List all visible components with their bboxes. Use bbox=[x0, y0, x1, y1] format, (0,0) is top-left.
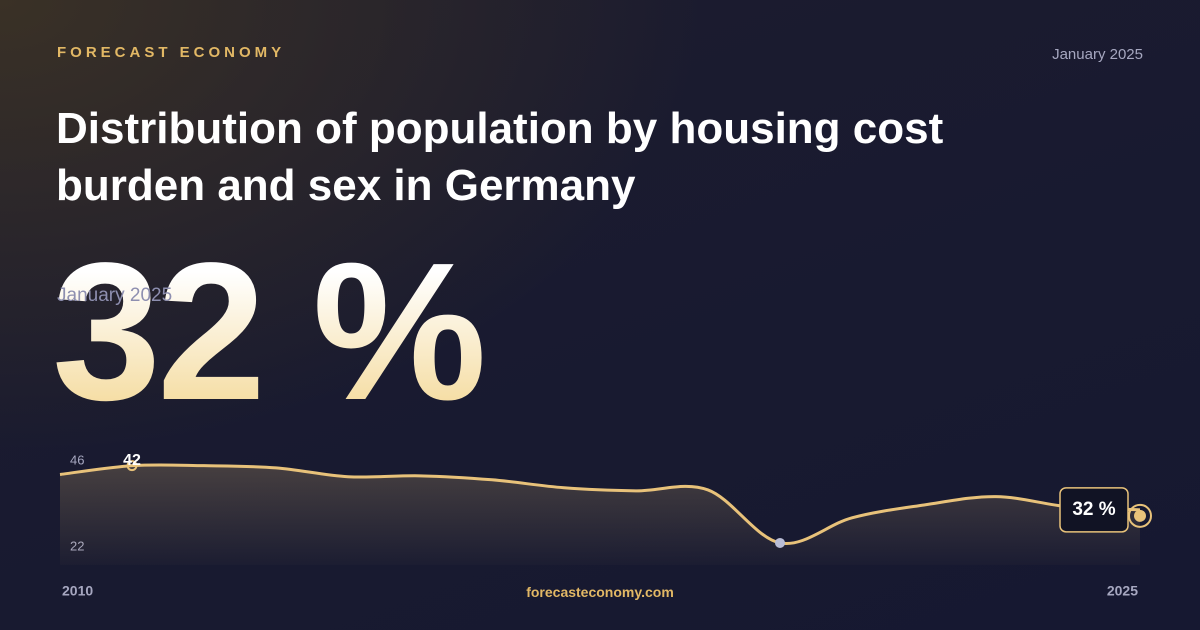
brand: FORECAST ECONOMY bbox=[57, 44, 286, 61]
chart-title: Distribution of population by housing co… bbox=[56, 104, 944, 210]
footer: forecasteconomy.com bbox=[526, 584, 674, 600]
x-tick-label: 2025 bbox=[1107, 583, 1138, 599]
annotation-label: 42 bbox=[123, 452, 141, 469]
latest-label: 32 % bbox=[1072, 499, 1115, 520]
latest-point bbox=[1134, 509, 1146, 522]
y-tick-label: 46 bbox=[70, 452, 84, 467]
area bbox=[60, 464, 1140, 565]
date: January 2025 bbox=[1052, 46, 1143, 63]
line bbox=[59, 463, 1141, 546]
latest-callout bbox=[1059, 487, 1129, 533]
min-point bbox=[775, 537, 785, 548]
headline-value: 32 % bbox=[52, 222, 487, 441]
latest-ring bbox=[1128, 503, 1152, 528]
headline-date: January 2025 bbox=[57, 285, 173, 306]
annotation-point bbox=[126, 460, 138, 472]
x-tick-label: 2010 bbox=[62, 583, 93, 599]
